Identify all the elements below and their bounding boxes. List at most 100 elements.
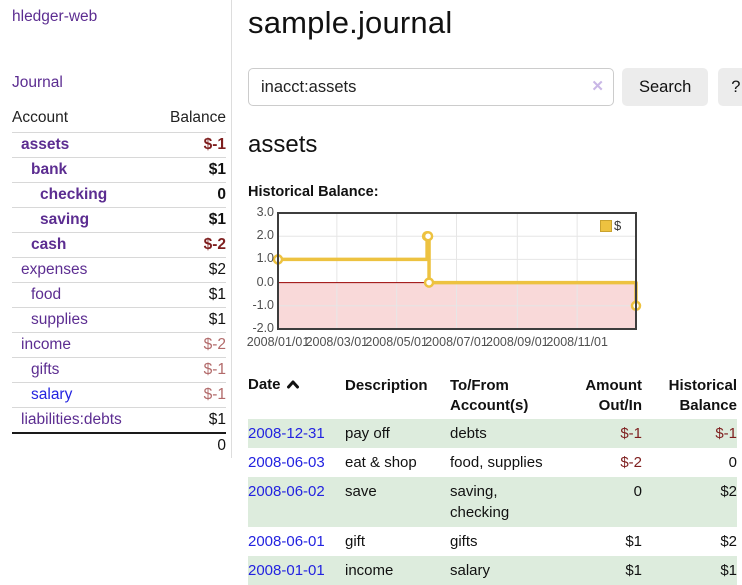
account-row: checking 0 — [12, 182, 226, 208]
register-accounts: saving, checking — [450, 483, 510, 521]
x-axis-label: 2008/01/01 — [246, 335, 310, 349]
plot-border — [277, 212, 637, 330]
account-balance: $-1 — [153, 382, 226, 408]
chart-legend: $ — [600, 218, 621, 233]
sort-ascending-icon — [286, 380, 299, 389]
sidebar: hledger-web Journal Account Balance asse… — [0, 0, 232, 458]
register-balance: $2 — [720, 483, 737, 500]
register-amount: $-2 — [620, 454, 642, 471]
account-row: income $-2 — [12, 332, 226, 358]
register-table: Date Description To/From Account(s) Amou… — [248, 374, 737, 585]
account-name-cell: income — [12, 332, 154, 358]
data-point-marker — [423, 277, 435, 288]
y-axis-label: 0.0 — [256, 274, 274, 289]
account-link[interactable]: income — [21, 336, 71, 353]
accounts-header-line2: Account(s) — [450, 397, 529, 414]
register-description: income — [345, 562, 394, 579]
register-accounts: gifts — [450, 533, 478, 550]
x-axis-label: 2008/05/01 — [365, 335, 428, 349]
y-axis-label: 1.0 — [256, 251, 274, 266]
y-axis-label: 3.0 — [256, 205, 274, 219]
chart-plot-area — [272, 212, 642, 330]
account-name-cell: supplies — [12, 307, 154, 333]
search-button[interactable]: Search — [622, 68, 709, 106]
legend-swatch-icon — [600, 219, 612, 232]
account-row: cash $-2 — [12, 232, 226, 258]
account-link[interactable]: salary — [31, 386, 73, 403]
account-balance: 0 — [153, 182, 226, 208]
register-date-cell: 2008-12-31 — [248, 419, 345, 448]
transaction-date-link[interactable]: 2008-12-31 — [248, 425, 325, 442]
accounts-header-account: Account — [12, 109, 69, 126]
register-row: 2008-12-31 pay off debts $-1 $-1 — [248, 419, 737, 448]
account-link[interactable]: food — [31, 286, 62, 303]
account-link[interactable]: expenses — [21, 261, 88, 278]
register-col-date[interactable]: Date — [248, 374, 345, 419]
register-amount: $-1 — [620, 425, 642, 442]
account-name-cell: saving — [12, 207, 154, 233]
x-axis-label: 2008/03/01 — [305, 335, 369, 349]
account-name-cell: food — [12, 282, 154, 308]
account-balance: $-1 — [153, 132, 226, 158]
account-name-cell: cash — [12, 232, 154, 258]
balance-chart: 3.0 2.0 1.0 0.0 -1.0 -2.0 2008/01/01 2008/03/01… — [246, 205, 648, 349]
x-axis-label: 2008/09/01 — [486, 335, 549, 349]
app-title-link[interactable]: hledger-web — [12, 8, 98, 25]
account-balance: $1 — [153, 207, 226, 233]
account-name-cell: assets — [12, 132, 154, 158]
register-amount: $1 — [625, 533, 642, 550]
account-link[interactable]: supplies — [31, 311, 88, 328]
accounts-header-balance: Balance — [169, 109, 226, 126]
clear-search-icon[interactable]: ✕ — [591, 78, 604, 95]
transaction-date-link[interactable]: 2008-06-01 — [248, 533, 325, 550]
transaction-date-link[interactable]: 2008-01-01 — [248, 562, 325, 579]
register-row: 2008-06-02 save saving, checking 0 $2 — [248, 477, 737, 527]
transaction-date-link[interactable]: 2008-06-02 — [248, 483, 325, 500]
balance-header-line1: Historical — [668, 377, 737, 394]
sidebar-item-journal[interactable]: Journal — [12, 74, 63, 91]
account-link[interactable]: bank — [31, 161, 68, 178]
register-header-row: Date Description To/From Account(s) Amou… — [248, 374, 737, 419]
account-link[interactable]: assets — [21, 136, 70, 153]
account-row: expenses $2 — [12, 257, 226, 283]
account-row: gifts $-1 — [12, 357, 226, 383]
register-description: eat & shop — [345, 454, 417, 471]
account-link[interactable]: checking — [40, 186, 108, 203]
register-col-amount: Amount Out/In — [562, 374, 642, 419]
account-balance: $-2 — [153, 232, 226, 258]
account-row: supplies $1 — [12, 307, 226, 333]
y-axis-label: 2.0 — [256, 228, 274, 243]
register-amount: 0 — [633, 483, 642, 500]
account-balance: $-2 — [153, 332, 226, 358]
account-row: bank $1 — [12, 157, 226, 183]
help-button[interactable]: ? — [718, 68, 742, 106]
description-header-label: Description — [345, 377, 428, 394]
account-name-cell: bank — [12, 157, 154, 183]
register-col-description: Description — [345, 374, 450, 419]
account-balance: $-1 — [153, 357, 226, 383]
account-link[interactable]: liabilities:debts — [21, 411, 122, 428]
register-balance: $-1 — [715, 425, 737, 442]
account-link[interactable]: saving — [40, 211, 90, 228]
account-balance: $1 — [153, 282, 226, 308]
register-table-body: 2008-12-31 pay off debts $-1 $-1 2008-06-03 ea… — [248, 419, 737, 585]
transaction-date-link[interactable]: 2008-06-03 — [248, 454, 325, 471]
register-accounts: food, supplies — [450, 454, 543, 471]
account-balance: $1 — [153, 307, 226, 333]
amount-header-line1: Amount — [585, 377, 642, 394]
register-amount: $1 — [625, 562, 642, 579]
account-link[interactable]: gifts — [31, 361, 60, 378]
account-name-cell: expenses — [12, 257, 154, 283]
register-date-cell: 2008-01-01 — [248, 556, 345, 585]
register-date-cell: 2008-06-01 — [248, 527, 345, 556]
register-date-cell: 2008-06-03 — [248, 448, 345, 477]
accounts-table-body: assets $-1 bank $1 checking 0 saving $1 cash $-2 e… — [12, 132, 226, 433]
account-name-cell: gifts — [12, 357, 154, 383]
y-axis-label: -2.0 — [252, 321, 274, 335]
search-input[interactable] — [248, 68, 614, 106]
main-content: sample.journal ✕ Search ? assets Histori… — [232, 0, 742, 585]
account-heading: assets — [248, 131, 318, 158]
account-link[interactable]: cash — [31, 236, 67, 253]
account-row: assets $-1 — [12, 132, 226, 158]
